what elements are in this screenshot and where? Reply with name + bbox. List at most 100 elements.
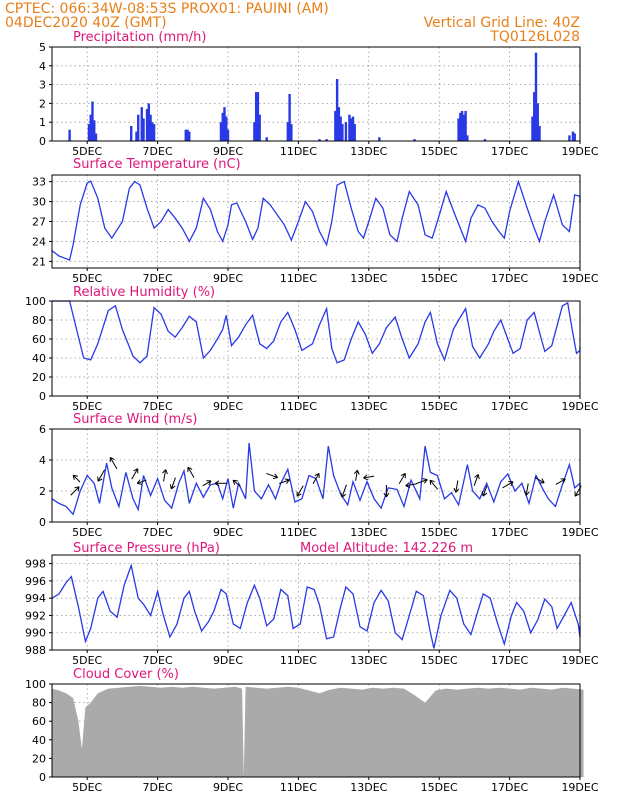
pressure-xtick-label: 5DEC [72, 654, 102, 667]
precip-bar [531, 116, 534, 141]
temp-frame [51, 174, 581, 269]
precip-bar [568, 135, 571, 141]
pressure-xtick-label: 13DEC [350, 654, 387, 667]
cloud-xtick-label: 13DEC [350, 781, 387, 794]
precip-ytick-label: 5 [39, 41, 46, 54]
rh-xtick-label: 5DEC [72, 400, 102, 413]
wind-arrow [279, 478, 290, 485]
precip-bar [462, 114, 466, 141]
precip-bar [318, 139, 321, 141]
cloud-ytick-label: 40 [32, 734, 46, 747]
precip-bar [413, 139, 416, 141]
precip-bar [256, 92, 260, 141]
precip-bar [142, 118, 145, 141]
wind-arrow [296, 485, 304, 497]
rh-frame [51, 300, 581, 397]
precip-bar [94, 133, 98, 141]
cloud-panel: Cloud Cover (%) 5DEC 7DEC 9DEC 11DEC 13DEC 15D… [25, 667, 599, 794]
cloud-frame [51, 683, 581, 778]
rh-ytick-label: 100 [25, 295, 46, 308]
temp-ytick-label: 27 [32, 216, 46, 229]
wind-xtick-label: 15DEC [421, 526, 458, 539]
cloud-ytick-label: 60 [32, 715, 46, 728]
precip-bar [335, 78, 339, 141]
cloud-xtick-label: 9DEC [213, 781, 243, 794]
wind-line [51, 442, 581, 516]
precip-bar [87, 124, 91, 141]
pressure-frame [51, 554, 581, 651]
precip-xtick-label: 17DEC [491, 145, 528, 158]
wind-arrow [187, 466, 195, 478]
precip-bar [334, 110, 337, 141]
precip-bar [538, 125, 541, 141]
precip-xtick-label: 9DEC [213, 145, 243, 158]
precip-bar [219, 122, 223, 141]
precip-bar [223, 107, 226, 141]
wind-ytick-label: 2 [39, 485, 46, 498]
wind-xtick-label: 7DEC [143, 526, 173, 539]
wind-arrow [405, 482, 417, 488]
precip-bar [265, 137, 268, 141]
pressure-xtick-label: 11DEC [280, 654, 317, 667]
wind-arrow [502, 481, 514, 489]
wind-arrow [398, 472, 406, 485]
precip-xtick-label: 5DEC [72, 145, 102, 158]
pressure-xtick-label: 17DEC [491, 654, 528, 667]
rh-title: Relative Humidity (%) [73, 285, 215, 300]
wind-arrow [453, 480, 460, 493]
precip-bar [147, 103, 150, 141]
precip-bar [534, 52, 538, 141]
rh-xtick-label: 17DEC [491, 400, 528, 413]
pressure-xtick-label: 15DEC [421, 654, 458, 667]
cloud-xtick-label: 11DEC [280, 781, 317, 794]
precip-bar [483, 139, 487, 141]
wind-arrow [70, 486, 80, 496]
wind-arrow [202, 480, 212, 487]
precip-ytick-label: 3 [39, 79, 46, 92]
rh-xtick-label: 19DEC [561, 400, 598, 413]
wind-arrow [353, 469, 360, 481]
precip-xtick-label: 13DEC [350, 145, 387, 158]
precip-bar [341, 124, 344, 141]
wind-xtick-label: 17DEC [491, 526, 528, 539]
rh-ytick-label: 40 [32, 352, 46, 365]
temp-ytick-label: 30 [32, 196, 46, 209]
wind-arrow [109, 456, 118, 470]
rh-ytick-label: 20 [32, 371, 46, 384]
precip-bar [290, 124, 293, 141]
precip-bar [258, 114, 261, 141]
temp-ytick-label: 33 [32, 176, 46, 189]
wind-xtick-label: 13DEC [350, 526, 387, 539]
temp-line [51, 179, 581, 261]
rh-xtick-label: 15DEC [421, 400, 458, 413]
cloud-ytick-label: 100 [25, 678, 46, 691]
precip-bar [571, 131, 575, 141]
wind-arrow [340, 484, 347, 498]
precip-bar [288, 94, 291, 141]
precip-title: Precipitation (mm/h) [73, 30, 206, 45]
pressure-ytick-label: 994 [25, 592, 46, 605]
precip-bar [68, 129, 71, 141]
wind-xtick-label: 9DEC [213, 526, 243, 539]
precip-bar [351, 116, 355, 141]
wind-ytick-label: 0 [39, 516, 46, 529]
cloud-ytick-label: 0 [39, 771, 46, 784]
precip-bar [221, 112, 224, 141]
rh-xtick-label: 7DEC [143, 400, 173, 413]
cloud-ytick-label: 20 [32, 752, 46, 765]
temp-panel: Surface Temperature (nC) 5DEC 7DEC 9DEC 11DE… [32, 157, 599, 285]
temp-ytick-label: 24 [32, 235, 46, 248]
precip-bar [573, 133, 576, 141]
precip-bar [184, 129, 187, 141]
temp-xtick-label: 19DEC [561, 272, 598, 285]
cloud-ytick-label: 80 [32, 697, 46, 710]
precip-bar [344, 122, 348, 141]
wind-arrow [131, 468, 139, 480]
rh-panel: Relative Humidity (%) 5DEC 7DEC 9DEC 11DEC 13… [25, 285, 599, 413]
pressure-line [51, 563, 581, 649]
precip-bar [188, 131, 191, 141]
precip-bar [460, 110, 464, 141]
temp-ytick-label: 21 [32, 255, 46, 268]
rh-ytick-label: 0 [39, 390, 46, 403]
wind-arrow [136, 479, 147, 485]
